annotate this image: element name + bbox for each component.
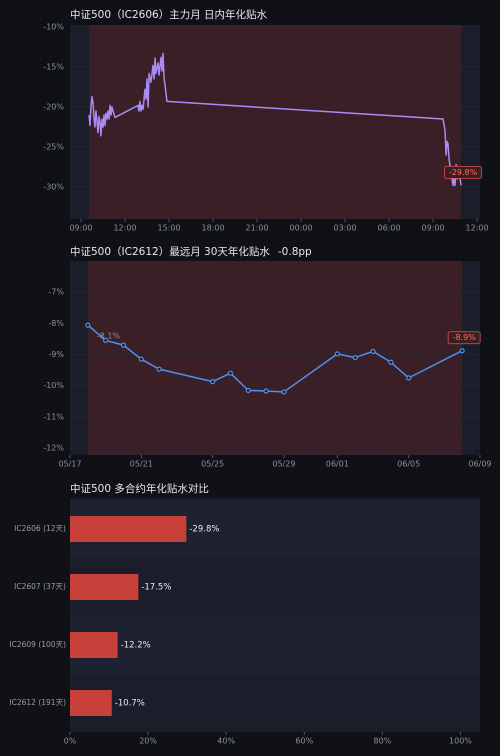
point-marker	[210, 379, 216, 385]
point-marker	[406, 375, 412, 381]
x-tick-label: 100%	[449, 737, 472, 746]
y-tick-label: -20%	[43, 103, 64, 112]
value-label-box	[444, 165, 483, 179]
y-tick-label: IC2612 (191天)	[9, 698, 66, 707]
point-marker	[263, 388, 269, 394]
y-tick-label: -7%	[48, 288, 64, 297]
title-text: 中证500 多合约年化贴水对比	[70, 482, 209, 495]
y-tick-label: -9%	[48, 350, 64, 359]
y-tick-label: -10%	[43, 23, 64, 32]
y-tick-label: -10%	[43, 381, 64, 390]
chart-title: 中证500（IC2612）最远月 30天年化贴水 -0.8pp	[70, 245, 312, 258]
row-band	[70, 616, 480, 674]
x-tick-label: 0%	[64, 737, 77, 746]
x-tick-label: 40%	[217, 737, 235, 746]
point-marker	[120, 342, 127, 348]
value-label: -8.1%	[97, 332, 121, 341]
x-tick-label: 06/05	[397, 460, 420, 469]
x-tick-label: 12:00	[113, 224, 136, 233]
value-label-box	[447, 331, 481, 345]
chart-title: 中证500（IC2606）主力月 日内年化贴水	[70, 8, 268, 21]
x-tick-label: 05/25	[201, 460, 224, 469]
point-marker	[138, 356, 144, 362]
title-text: 中证500（IC2606）主力月 日内年化贴水	[70, 8, 268, 21]
bar	[70, 690, 112, 716]
series-line	[88, 52, 462, 187]
point-marker	[156, 366, 162, 372]
point-marker	[370, 348, 376, 354]
point-marker	[227, 370, 234, 376]
point-marker	[85, 322, 91, 328]
bar	[70, 574, 139, 600]
y-tick-label: IC2607 (37天)	[14, 582, 66, 591]
y-tick-label: -15%	[43, 63, 64, 72]
chart-title: 中证500 多合约年化贴水对比	[70, 482, 209, 495]
value-label: -29.8%	[449, 168, 478, 177]
value-label: -17.5%	[141, 583, 171, 593]
x-tick-label: 05/21	[130, 460, 153, 469]
session-shade	[87, 261, 463, 455]
y-tick-label: -30%	[43, 183, 64, 192]
y-tick-label: -25%	[43, 143, 64, 152]
point-marker	[388, 359, 394, 365]
point-marker	[281, 389, 287, 395]
x-tick-label: 09:00	[69, 224, 92, 233]
x-tick-label: 06:00	[378, 224, 401, 233]
y-tick-label: -12%	[43, 444, 64, 453]
subtitle-text: -0.8pp	[278, 246, 312, 258]
x-tick-label: 06/01	[326, 460, 349, 469]
title-text: 中证500（IC2612）最远月 30天年化贴水	[70, 245, 270, 258]
y-tick-label: -11%	[43, 412, 64, 421]
value-label: -29.8%	[189, 525, 219, 535]
x-tick-label: 09:00	[422, 224, 445, 233]
bar	[70, 516, 187, 542]
x-tick-label: 00:00	[290, 224, 313, 233]
x-tick-label: 20%	[139, 737, 157, 746]
value-label: -10.7%	[115, 699, 145, 709]
x-tick-label: 05/29	[272, 460, 295, 469]
y-tick-label: IC2606 (12天)	[14, 524, 66, 533]
x-tick-label: 60%	[295, 737, 313, 746]
x-tick-label: 06/09	[468, 460, 491, 469]
value-label: -12.2%	[121, 641, 151, 651]
point-marker	[334, 351, 340, 357]
bar	[70, 632, 118, 658]
x-tick-label: 05/17	[58, 460, 81, 469]
y-tick-label: -8%	[48, 319, 64, 328]
x-tick-label: 80%	[373, 737, 391, 746]
y-tick-label: IC2609 (100天)	[9, 640, 66, 649]
x-tick-label: 03:00	[334, 224, 357, 233]
x-tick-label: 12:00	[466, 224, 489, 233]
value-label: -8.9%	[453, 333, 477, 342]
point-marker	[245, 387, 251, 393]
x-tick-label: 15:00	[157, 224, 180, 233]
point-marker	[103, 337, 109, 344]
point-marker	[352, 354, 358, 361]
point-marker	[459, 348, 465, 354]
x-tick-label: 21:00	[245, 224, 268, 233]
x-tick-label: 18:00	[201, 224, 224, 233]
series-line	[87, 324, 463, 393]
session-shade	[89, 25, 462, 219]
